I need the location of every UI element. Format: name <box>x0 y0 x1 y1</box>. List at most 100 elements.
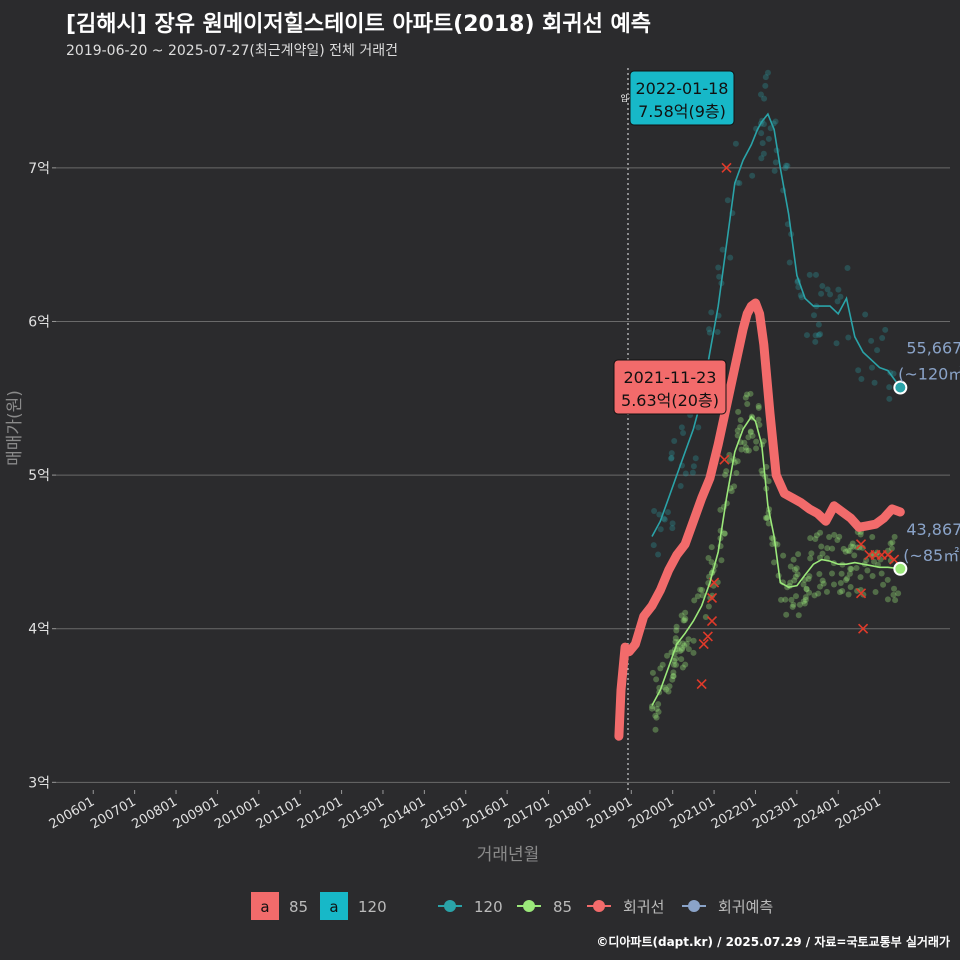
scatter-point-85 <box>673 623 680 630</box>
scatter-point-85 <box>830 581 837 588</box>
scatter-point-120 <box>858 376 865 383</box>
scatter-point-85 <box>846 570 853 577</box>
scatter-point-120 <box>834 298 841 305</box>
scatter-point-85 <box>815 590 822 597</box>
cross-marker <box>719 454 730 465</box>
scatter-point-85 <box>679 640 686 647</box>
scatter-point-120 <box>806 271 813 278</box>
scatter-point-120 <box>682 470 689 477</box>
scatter-point-120 <box>727 254 734 261</box>
scatter-point-85 <box>747 429 754 436</box>
annotation-85-date: 2021-11-23 <box>624 368 717 387</box>
cross-marker <box>706 615 718 627</box>
scatter-point-85 <box>653 705 660 712</box>
scatter-point-120 <box>656 511 663 518</box>
scatter-point-120 <box>824 286 831 293</box>
scatter-point-120 <box>758 155 765 162</box>
scatter-point-85 <box>787 579 794 586</box>
scatter-point-85 <box>823 588 830 595</box>
scatter-point-120 <box>762 74 769 81</box>
y-tick-label: 7억 <box>28 161 50 177</box>
scatter-point-120 <box>650 542 657 549</box>
scatter-point-85 <box>803 586 810 593</box>
x-tick-label: 200801 <box>130 794 180 832</box>
x-tick-label: 202101 <box>668 794 718 832</box>
scatter-point-85 <box>742 394 749 401</box>
x-tick-label: 200601 <box>47 794 97 832</box>
scatter-point-120 <box>664 509 671 516</box>
scatter-point-85 <box>793 565 800 572</box>
annotation-85-value: 5.63억(20층) <box>621 391 719 410</box>
scatter-point-85 <box>837 589 844 596</box>
scatter-point-85 <box>895 590 902 597</box>
scatter-point-85 <box>679 645 686 652</box>
scatter-point-85 <box>780 552 787 559</box>
cross-marker <box>882 549 893 561</box>
x-tick-label: 201801 <box>543 794 593 832</box>
scatter-point-85 <box>864 567 871 574</box>
scatter-point-120 <box>772 118 779 125</box>
scatter-point-85 <box>782 596 789 603</box>
scatter-point-85 <box>723 468 730 475</box>
scatter-point-85 <box>838 570 845 577</box>
scatter-point-85 <box>743 447 750 454</box>
scatter-point-85 <box>806 573 813 580</box>
scatter-point-85 <box>737 424 744 431</box>
scatter-point-85 <box>802 594 809 601</box>
scatter-point-85 <box>820 580 827 587</box>
scatter-point-85 <box>778 596 785 603</box>
scatter-point-85 <box>871 558 878 565</box>
scatter-point-85 <box>657 665 664 672</box>
annotations: 55,667 (~120㎡) 43,867 (~85㎡) 2022-01-18 7.58억… <box>613 70 960 565</box>
scatter-point-85 <box>745 434 752 441</box>
x-tick-label: 201501 <box>419 794 469 832</box>
scatter-point-120 <box>715 264 722 271</box>
scatter-point-120 <box>815 321 822 328</box>
prediction-area: (~120㎡) <box>898 365 960 384</box>
cross-marker <box>721 162 732 173</box>
scatter-point-85 <box>702 613 709 620</box>
cross-marker <box>858 623 869 634</box>
legend-swatch-key: a <box>329 898 338 916</box>
scatter-point-85 <box>888 545 895 552</box>
scatter-point-85 <box>734 427 741 434</box>
y-tick-label: 3억 <box>28 775 50 791</box>
legend-dot <box>593 900 605 912</box>
scatter-point-85 <box>682 661 689 668</box>
scatter-point-120 <box>761 95 768 102</box>
scatter-point-85 <box>831 531 838 538</box>
scatter-point-85 <box>817 529 824 536</box>
scatter-point-85 <box>666 683 673 690</box>
scatter-point-120 <box>692 455 699 462</box>
scatter-point-85 <box>758 467 765 474</box>
axis-titles: 거래년월 매매가(원) <box>5 390 539 865</box>
chart-subtitle: 2019-06-20 ~ 2025-07-27(최근계약일) 전체 거래건 <box>66 43 398 59</box>
scatter-point-85 <box>699 586 706 593</box>
series-line-85 <box>651 415 901 706</box>
cross-marker <box>855 539 867 550</box>
scatter-point-85 <box>791 566 798 573</box>
scatter-point-85 <box>792 593 799 600</box>
scatter-point-85 <box>813 532 820 539</box>
legend-dot <box>688 900 700 912</box>
scatter-point-85 <box>850 543 857 550</box>
scatter-point-85 <box>872 588 879 595</box>
x-tick-label: 202201 <box>709 794 759 832</box>
scatter-point-120 <box>760 121 767 128</box>
scatter-point-120 <box>716 273 723 280</box>
x-tick-label: 202301 <box>750 794 800 832</box>
scatter-point-85 <box>763 515 770 522</box>
scatter-point-85 <box>880 581 887 588</box>
series-line-regression <box>614 298 905 741</box>
scatter-point-85 <box>679 664 686 671</box>
scatter-point-85 <box>847 565 854 572</box>
scatter-point-120 <box>786 259 793 266</box>
scatter-point-120 <box>798 294 805 301</box>
scatter-point-85 <box>708 559 715 566</box>
x-tick-label: 202001 <box>626 794 676 832</box>
scatter-point-85 <box>765 520 772 527</box>
scatter-point-120 <box>812 338 819 345</box>
scatter-point-85 <box>670 661 677 668</box>
scatter-point-85 <box>791 577 798 584</box>
scatter-point-120 <box>651 507 658 514</box>
